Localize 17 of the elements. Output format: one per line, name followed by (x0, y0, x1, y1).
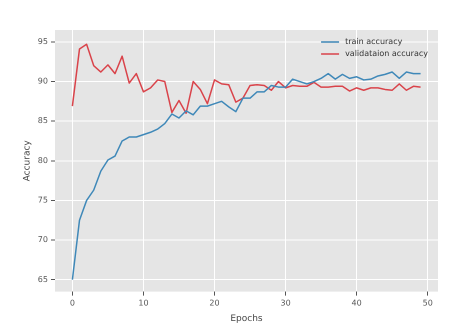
legend-label: train accuracy (345, 37, 403, 46)
x-tick-label: 20 (209, 298, 220, 308)
legend-label: validataion accuracy (345, 49, 428, 58)
y-tick-label: 70 (38, 235, 48, 244)
x-tick-label: 50 (422, 298, 433, 308)
y-tick-label: 75 (38, 196, 48, 205)
x-tick-label: 10 (138, 298, 149, 308)
x-tick-label: 0 (70, 298, 75, 308)
y-tick-label: 80 (38, 156, 48, 165)
x-tick-label: 30 (280, 298, 291, 308)
y-tick-label: 95 (38, 36, 48, 46)
y-tick-label: 90 (38, 76, 48, 86)
y-tick-label: 85 (38, 116, 48, 126)
y-tick-label: 65 (38, 274, 48, 284)
y-axis-title: Accuracy (22, 140, 33, 182)
x-tick-label: 40 (352, 298, 362, 308)
x-axis-title: Epochs (230, 314, 263, 324)
